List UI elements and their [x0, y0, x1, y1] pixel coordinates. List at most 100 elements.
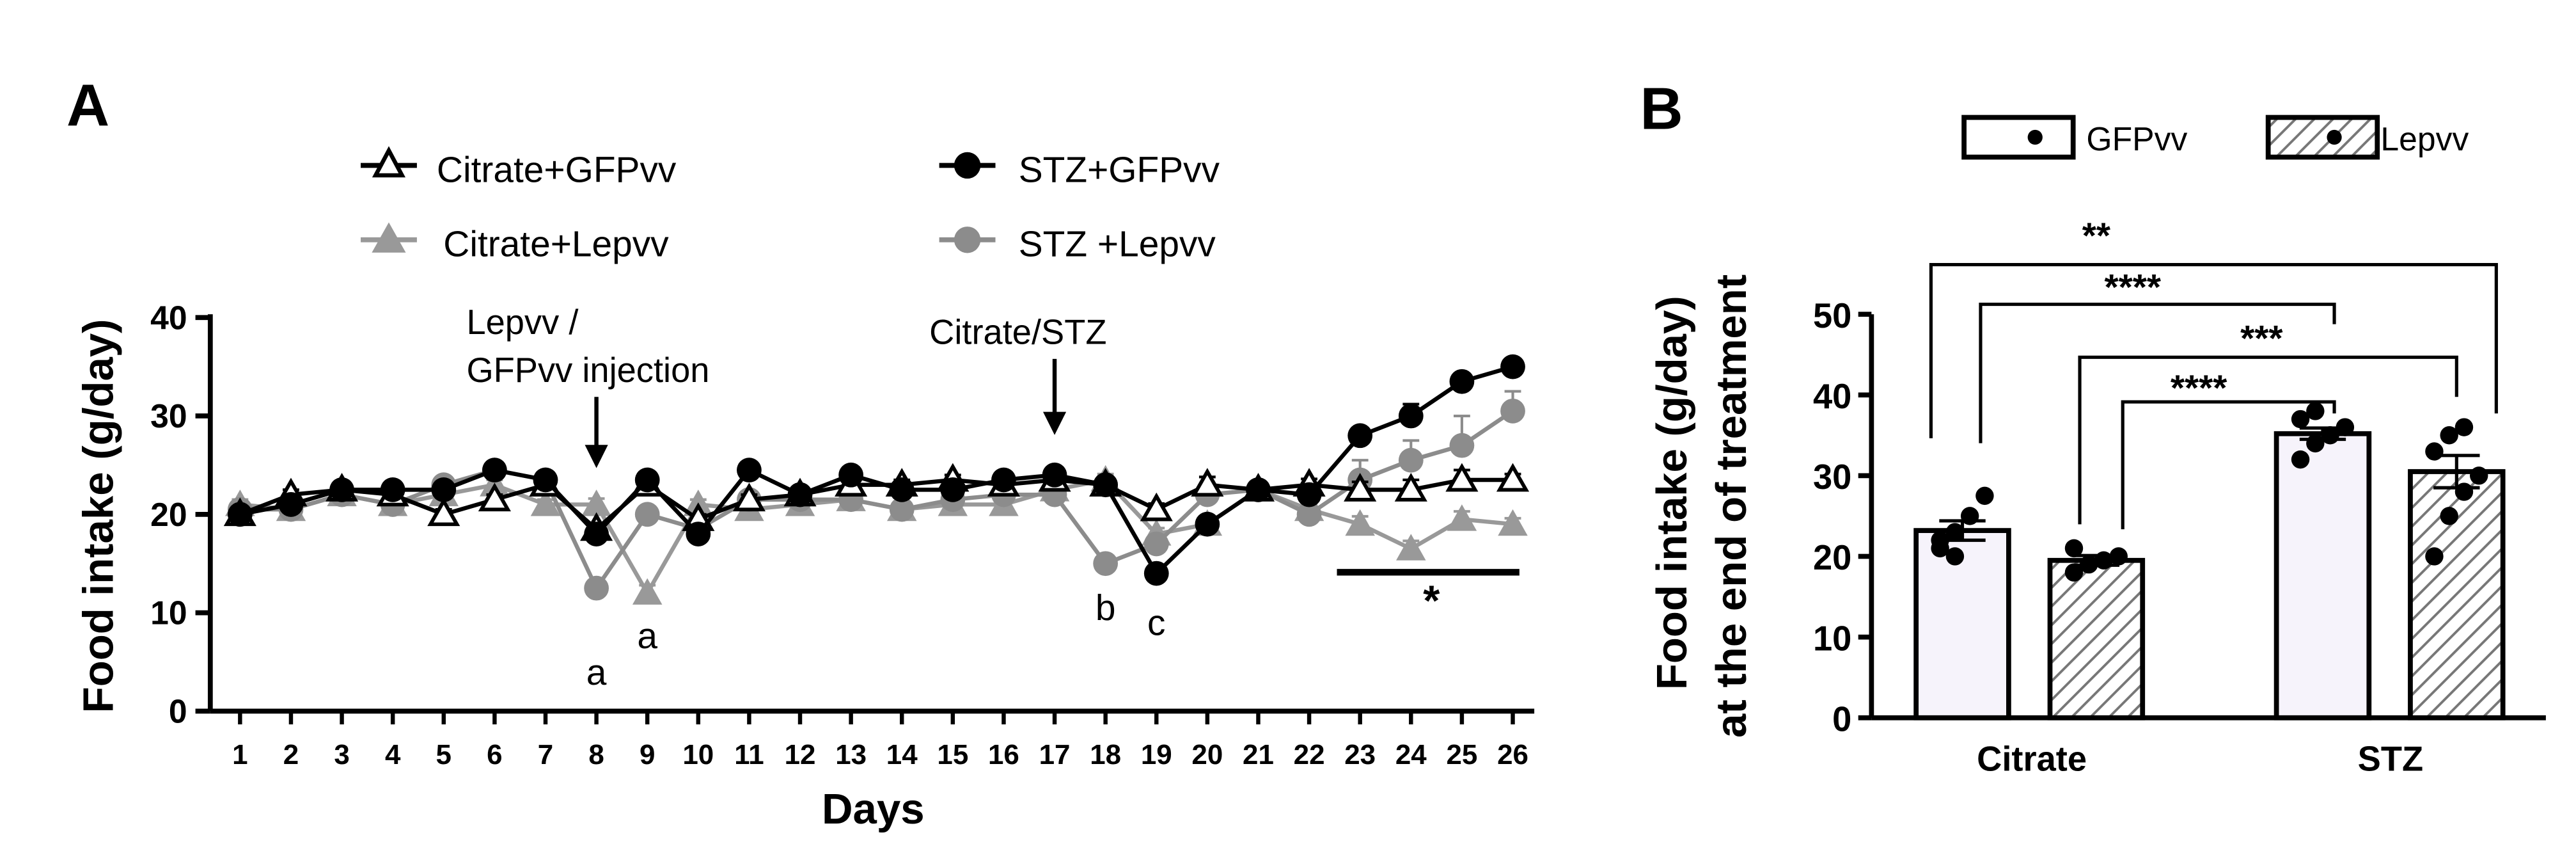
y-tick-label: 30 — [1813, 458, 1851, 497]
data-point — [581, 490, 611, 516]
data-point — [2306, 402, 2325, 420]
comparison-label: ** — [2082, 216, 2111, 257]
bar-stz-lepvv — [2408, 418, 2506, 721]
bar — [2047, 557, 2146, 721]
data-point — [1347, 423, 1373, 449]
comparison-bracket: *** — [2078, 319, 2458, 525]
data-point — [1449, 433, 1475, 458]
data-point — [478, 482, 511, 512]
data-point — [1143, 531, 1169, 557]
data-point — [1296, 502, 1322, 527]
y-tick-label: 10 — [1813, 619, 1851, 658]
data-point — [1496, 463, 1530, 492]
data-point — [1195, 511, 1220, 537]
data-point — [634, 467, 660, 493]
x-tick-label: 3 — [334, 739, 349, 770]
x-tick-label: 23 — [1344, 739, 1376, 770]
data-point — [1500, 354, 1525, 379]
category-label-stz: STZ — [2358, 739, 2424, 778]
data-point — [732, 482, 766, 512]
data-point — [1296, 482, 1322, 507]
triangle-open-icon — [372, 146, 406, 178]
x-tick-label: 5 — [436, 739, 452, 770]
x-tick-label: 11 — [734, 739, 764, 770]
x-tick-label: 7 — [538, 739, 553, 770]
data-point — [530, 490, 561, 516]
panel-a-y-ticks: 0 10 20 30 40 — [150, 299, 210, 729]
bar-citrate-gfpvv — [1913, 486, 2011, 721]
data-point — [427, 497, 460, 527]
data-point — [2321, 426, 2339, 445]
data-point — [737, 458, 762, 482]
data-point — [1246, 477, 1271, 502]
panel-a-legend: Citrate+GFPvv Citrate+Lepvv STZ+GFPvv ST… — [361, 146, 1220, 265]
legend-swatch-open — [1961, 115, 2076, 160]
data-point — [686, 522, 711, 546]
y-tick-label: 50 — [1813, 296, 1851, 335]
data-point — [2440, 426, 2458, 445]
data-point — [2080, 555, 2098, 574]
data-point — [1093, 551, 1119, 577]
y-tick-label: 20 — [1813, 538, 1851, 577]
injection-label-line2: GFPvv injection — [466, 351, 709, 390]
legend-item-citrate-lepvv: Citrate+Lepvv — [361, 222, 669, 265]
data-point — [889, 477, 915, 502]
dot-icon — [2327, 129, 2342, 145]
x-tick-label: 25 — [1446, 739, 1477, 770]
dot-icon — [2027, 129, 2043, 145]
panel-a: A Citrate+GFPvv Citrate+Lepvv STZ+GFPvv — [67, 72, 1535, 833]
y-tick-label: 0 — [169, 692, 187, 729]
comparison-bracket: ** — [1929, 216, 2498, 438]
y-tick-label: 30 — [150, 397, 187, 434]
legend-label: STZ+GFPvv — [1019, 150, 1220, 190]
panel-b-y-ticks: 0 10 20 30 40 50 — [1813, 296, 1872, 738]
bar — [2274, 431, 2372, 721]
data-point — [634, 502, 660, 527]
data-point — [1191, 468, 1224, 497]
data-point — [1945, 547, 1965, 566]
x-tick-label: 26 — [1497, 739, 1528, 770]
comparison-bracket: **** — [2121, 368, 2336, 530]
series-line — [240, 477, 1513, 598]
data-point — [1945, 523, 1965, 541]
comparison-label: **** — [2104, 267, 2161, 308]
stz-label: Citrate/STZ — [929, 313, 1106, 352]
panel-b-y-title-line2: at the end of treatment — [1708, 275, 1755, 738]
data-point — [380, 477, 405, 502]
bar — [2408, 469, 2506, 721]
data-point — [2306, 434, 2325, 453]
data-point — [787, 482, 813, 507]
x-tick-label: 8 — [588, 739, 604, 770]
data-point — [2440, 507, 2458, 525]
panel-b-bars — [1913, 402, 2506, 721]
injection-arrow-icon — [585, 397, 608, 468]
circle-filled-icon — [954, 152, 981, 179]
sig-letter: a — [637, 616, 657, 657]
comparison-bracket: **** — [1979, 267, 2336, 443]
data-point — [632, 578, 663, 605]
data-point — [584, 575, 609, 601]
x-tick-label: 17 — [1039, 739, 1071, 770]
data-point — [2425, 547, 2444, 566]
x-tick-label: 20 — [1191, 739, 1223, 770]
series-line — [240, 409, 1514, 593]
data-point — [940, 477, 966, 502]
bar — [1913, 528, 2011, 721]
panel-a-x-title: Days — [822, 785, 925, 833]
y-tick-label: 10 — [150, 594, 187, 632]
data-point — [2094, 551, 2113, 569]
legend-label: Citrate+Lepvv — [443, 225, 669, 265]
x-tick-label: 2 — [283, 739, 299, 770]
data-point — [1931, 531, 1949, 550]
data-point — [1140, 492, 1173, 522]
x-tick-label: 12 — [785, 739, 816, 770]
data-point — [482, 458, 507, 482]
legend-label: Lepvv — [2380, 120, 2469, 157]
series-stz-gfpvv — [227, 354, 1525, 586]
data-point — [838, 462, 864, 488]
data-point — [2291, 450, 2310, 469]
y-tick-label: 0 — [1832, 699, 1851, 738]
comparison-label: *** — [2240, 319, 2283, 359]
data-point — [2064, 563, 2084, 582]
